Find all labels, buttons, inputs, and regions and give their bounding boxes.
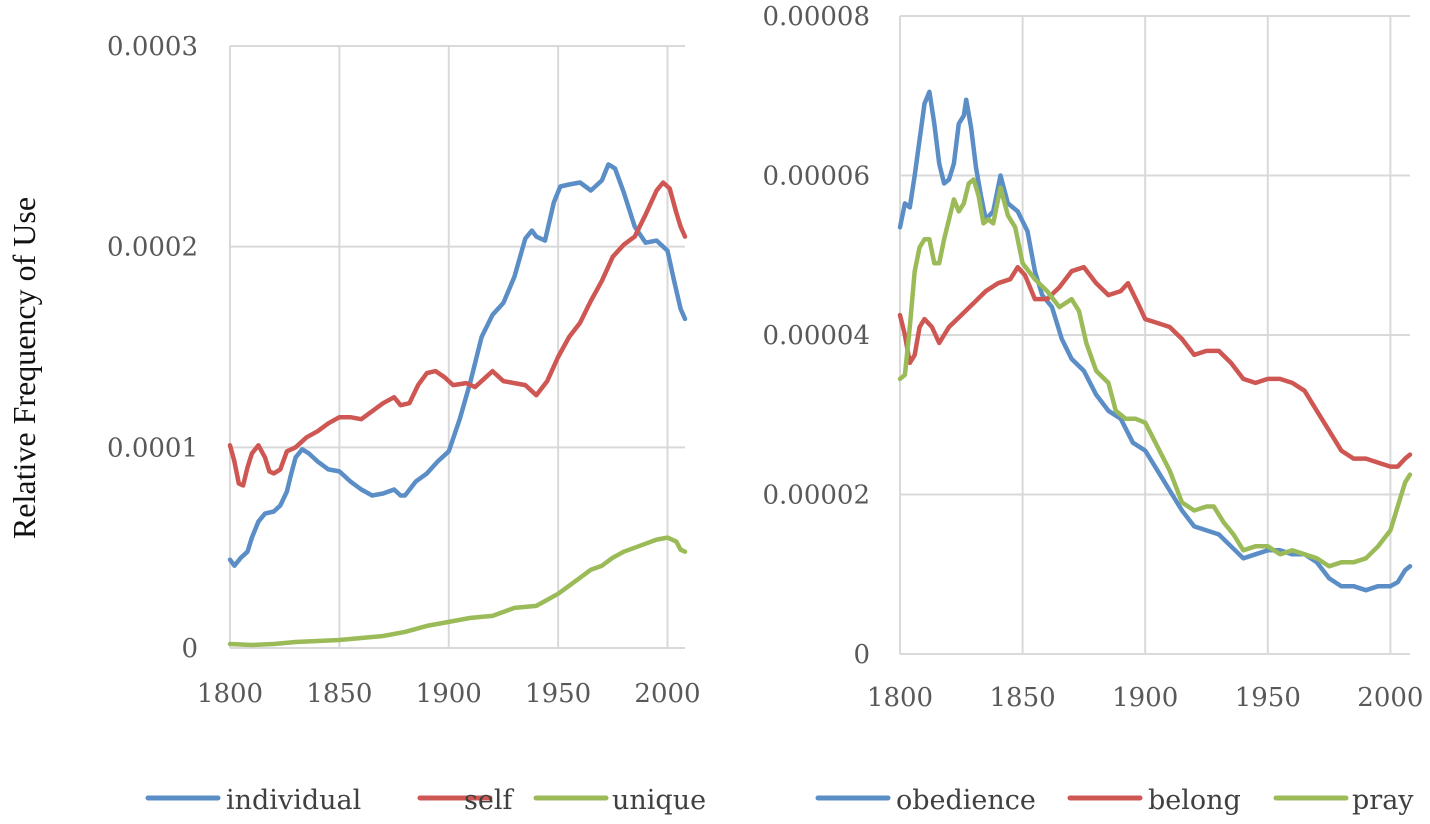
legend-label-pray: pray (1352, 785, 1414, 816)
y-tick-label: 0.00004 (762, 321, 870, 351)
series-line-self (227, 180, 688, 488)
x-tick-label: 1950 (1235, 683, 1301, 713)
x-tick-label: 1850 (990, 683, 1056, 713)
x-tick-label: 1850 (306, 679, 372, 709)
y-axis-label: Relative Frequency of Use (6, 197, 42, 539)
y-tick-label: 0.0003 (107, 32, 198, 62)
x-tick-label: 2000 (634, 679, 700, 709)
x-tick-label: 1950 (525, 679, 591, 709)
x-tick-label: 1800 (867, 683, 933, 713)
y-tick-label: 0.00002 (762, 481, 870, 511)
series-line-unique (227, 535, 688, 648)
x-tick-label: 2000 (1357, 683, 1423, 713)
x-tick-label: 1900 (416, 679, 482, 709)
y-tick-label: 0 (181, 634, 198, 664)
series-line-individual (227, 162, 688, 568)
legend-label-self: self (464, 785, 514, 816)
left-chart: 0 0.0001 0.0002 0.0003 1800 1850 1900 1950 2000 i… (107, 32, 706, 816)
right-chart: 0 0.00002 0.00004 0.00006 0.00008 1800 1850 190… (762, 2, 1423, 816)
y-tick-label: 0.0002 (107, 233, 198, 263)
series-line-pray (897, 177, 1413, 569)
series-line-belong (897, 264, 1413, 469)
y-tick-label: 0 (853, 640, 870, 670)
legend-label-belong: belong (1148, 785, 1241, 816)
legend-label-obedience: obedience (896, 785, 1036, 816)
series-line-obedience (897, 89, 1413, 593)
legend-label-individual: individual (226, 785, 361, 816)
x-tick-label: 1800 (197, 679, 263, 709)
x-tick-label: 1900 (1112, 683, 1178, 713)
y-tick-label: 0.00008 (762, 2, 870, 32)
y-tick-label: 0.0001 (107, 433, 198, 463)
legend-label-unique: unique (612, 785, 706, 816)
y-tick-label: 0.00006 (762, 162, 870, 192)
